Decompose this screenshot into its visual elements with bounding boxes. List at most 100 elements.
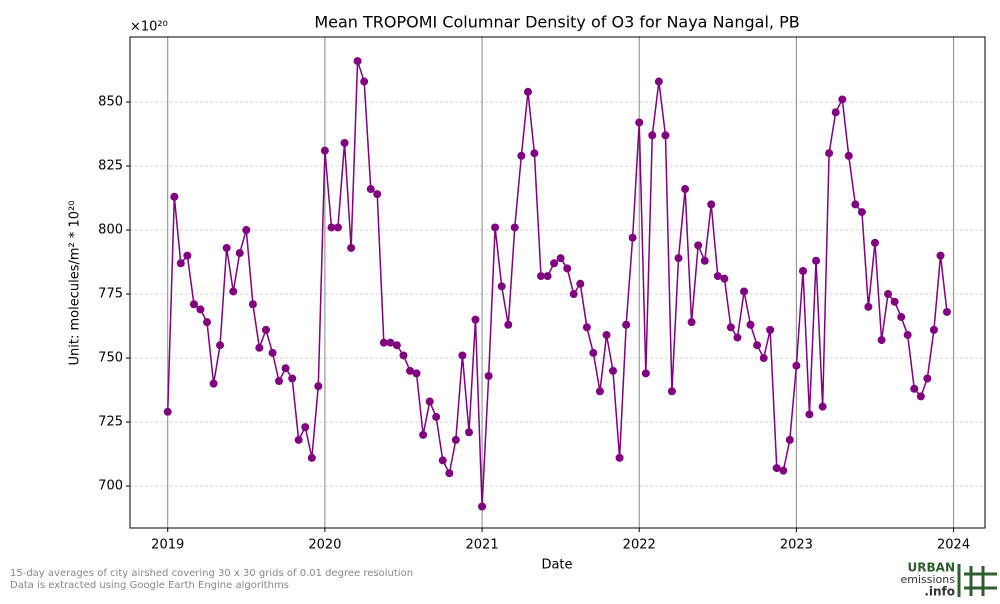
data-point	[242, 226, 251, 235]
data-point	[281, 364, 290, 373]
data-point	[772, 464, 781, 473]
data-point	[844, 151, 853, 160]
data-point	[386, 338, 395, 347]
x-tick-label: 2024	[937, 538, 970, 553]
y-offset-label: ×10²⁰	[130, 20, 168, 35]
data-point	[294, 435, 303, 444]
data-point	[176, 259, 185, 268]
plot-frame	[129, 36, 986, 529]
data-point	[465, 428, 474, 437]
x-tick-label: 2022	[623, 538, 656, 553]
data-point	[818, 402, 827, 411]
data-point	[268, 348, 277, 357]
y-tick-label: 800	[98, 223, 123, 238]
data-point	[327, 223, 336, 232]
data-point	[890, 297, 899, 306]
data-point	[740, 287, 749, 296]
data-point	[504, 320, 513, 329]
data-point	[615, 453, 624, 462]
data-point	[484, 371, 493, 380]
data-point	[805, 410, 814, 419]
data-point	[942, 307, 951, 316]
data-point	[530, 149, 539, 158]
logo-text: URBAN	[908, 561, 955, 575]
data-point	[857, 208, 866, 217]
data-point	[392, 341, 401, 350]
x-tick-label: 2021	[466, 538, 499, 553]
data-point	[785, 435, 794, 444]
data-point	[412, 369, 421, 378]
data-point	[523, 87, 532, 96]
data-point	[851, 200, 860, 209]
data-point	[936, 251, 945, 260]
data-point	[870, 238, 879, 247]
x-tick-label: 2020	[308, 538, 341, 553]
logo-text: .info	[924, 585, 955, 599]
data-point	[478, 502, 487, 511]
data-point	[288, 374, 297, 383]
data-point	[903, 330, 912, 339]
data-point	[602, 330, 611, 339]
data-point	[929, 325, 938, 334]
data-point	[320, 146, 329, 155]
y-tick-label: 850	[98, 95, 123, 110]
data-point	[622, 320, 631, 329]
data-point	[628, 233, 637, 242]
data-point	[248, 300, 257, 309]
data-point	[576, 279, 585, 288]
data-point	[209, 379, 218, 388]
data-point	[595, 387, 604, 396]
data-point	[353, 57, 362, 66]
x-axis-label: Date	[541, 558, 572, 573]
data-point	[406, 366, 415, 375]
data-point	[720, 274, 729, 283]
data-point	[163, 407, 172, 416]
data-point	[170, 192, 179, 201]
data-point	[641, 369, 650, 378]
data-point	[425, 397, 434, 406]
data-point	[301, 423, 310, 432]
data-point	[274, 377, 283, 386]
data-point	[307, 453, 316, 462]
chart-title: Mean TROPOMI Columnar Density of O3 for …	[314, 13, 799, 32]
x-tick-label: 2019	[151, 538, 184, 553]
data-point	[536, 272, 545, 281]
data-point	[543, 272, 552, 281]
data-point	[825, 149, 834, 158]
data-point	[753, 341, 762, 350]
data-point	[608, 366, 617, 375]
data-point	[779, 466, 788, 475]
data-point	[196, 305, 205, 314]
data-point	[648, 131, 657, 140]
data-point	[419, 430, 428, 439]
data-point	[733, 333, 742, 342]
logo-text: emissions	[901, 573, 956, 586]
logo-icon	[957, 564, 997, 597]
footnote: 15-day averages of city airshed covering…	[10, 568, 413, 579]
data-point	[340, 138, 349, 147]
data-point	[471, 315, 480, 324]
data-line	[166, 60, 948, 507]
data-point	[550, 259, 559, 268]
data-point	[884, 290, 893, 299]
y-axis-label: Unit: molecules/m² * 10²⁰	[68, 201, 83, 366]
data-point	[812, 256, 821, 265]
data-point	[366, 185, 375, 194]
data-point	[432, 412, 441, 421]
data-point	[222, 243, 231, 252]
data-point	[497, 282, 506, 291]
data-point	[333, 223, 342, 232]
y-tick-label: 725	[98, 415, 123, 430]
data-point	[897, 313, 906, 322]
data-point	[373, 190, 382, 199]
data-point	[569, 290, 578, 299]
data-point	[713, 272, 722, 281]
data-point	[183, 251, 192, 260]
data-point	[923, 374, 932, 383]
data-point	[746, 320, 755, 329]
data-point	[654, 77, 663, 86]
data-point	[314, 382, 323, 391]
data-point	[379, 338, 388, 347]
data-point	[216, 341, 225, 350]
